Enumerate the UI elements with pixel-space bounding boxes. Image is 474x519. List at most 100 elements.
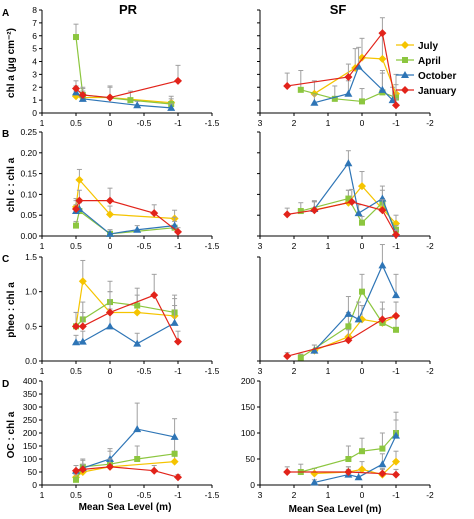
data-point (133, 225, 142, 233)
data-point (359, 219, 365, 226)
y-tick-label: 0 (32, 108, 37, 118)
series-april-d-pr (73, 437, 178, 483)
panel-a-sf: 3 2 1 0 -1 -2 (257, 9, 434, 128)
x-tick-label: -1.5 (205, 490, 220, 500)
legend-item-april: April (396, 56, 441, 67)
y-tick-label: 0.0 (25, 356, 37, 366)
legend: July April October January (396, 41, 457, 97)
y-tick-label: 0 (250, 480, 255, 490)
data-point (378, 85, 387, 93)
x-tick-label: 0.5 (70, 118, 82, 128)
x-tick-label: 2 (292, 490, 297, 500)
legend-item-october: October (396, 71, 456, 82)
data-point (78, 90, 87, 99)
x-tick-label: 1 (326, 118, 331, 128)
data-point (310, 98, 319, 106)
data-point (358, 465, 366, 474)
series-line (75, 453, 175, 481)
y-tick-label: 0.15 (20, 169, 37, 179)
data-point (354, 62, 363, 70)
x-axis-label-sf: Mean Sea Level (m) (289, 504, 382, 515)
legend-marker-january (401, 86, 409, 94)
x-tick-label: -2 (426, 241, 434, 251)
data-point (297, 354, 304, 361)
data-point (393, 326, 399, 333)
panel-d-pr: 0 50 100 150 200 250 300 350 400 1 0.5 0 -0.5 -1 -1.5 (23, 376, 220, 500)
y-tick-label: 6 (32, 31, 37, 41)
data-point (167, 103, 176, 111)
data-point (73, 476, 79, 483)
x-tick-label: -1 (392, 118, 400, 128)
series-line (75, 95, 172, 104)
data-point (354, 209, 363, 217)
panel-letter-d: D (2, 379, 9, 390)
y-tick-label: 0.20 (20, 148, 37, 158)
y-tick-label: 5 (32, 44, 37, 54)
panel-c-pr: 0.0 0.5 1.0 1.5 1 0.5 0 -0.5 -1 -1.5 (25, 252, 219, 376)
x-tick-label: -1 (174, 118, 182, 128)
x-tick-label: 0 (360, 366, 365, 376)
panel-letter-a: A (2, 8, 9, 19)
y-tick-label: 250 (23, 415, 37, 425)
data-point (358, 182, 366, 191)
y-tick-label: 4 (32, 57, 37, 67)
x-tick-label: 1 (326, 241, 331, 251)
y-tick-label: 50 (28, 467, 38, 477)
x-tick-label: 0 (108, 118, 113, 128)
data-point (133, 308, 142, 317)
column-title-pr: PR (119, 2, 138, 17)
data-point (170, 432, 179, 440)
series-january-a-sf (283, 17, 400, 110)
data-point (392, 470, 400, 479)
x-tick-label: 1 (40, 118, 45, 128)
data-point (388, 96, 397, 104)
y-tick-label: 8 (32, 5, 37, 15)
data-point (106, 462, 114, 471)
data-point (133, 339, 142, 347)
legend-label-january: January (418, 86, 457, 97)
y-axis-label-c: pheo : chl a (6, 282, 17, 338)
series-october-b-sf (310, 150, 400, 237)
data-point (106, 229, 114, 237)
data-point (150, 209, 159, 218)
data-point (170, 318, 179, 326)
x-tick-label: 1 (40, 366, 45, 376)
panel-letter-c: C (2, 254, 9, 265)
data-point (127, 97, 134, 104)
x-tick-label: 3 (258, 118, 263, 128)
series-line (287, 471, 397, 476)
x-tick-label: -0.5 (137, 366, 152, 376)
y-tick-label: 2 (32, 82, 37, 92)
data-point (310, 469, 319, 478)
data-point (392, 311, 400, 320)
y-tick-label: 150 (241, 402, 255, 412)
series-january-d-pr (72, 458, 182, 482)
data-point (170, 457, 179, 466)
data-point (72, 204, 80, 213)
panel-c-sf: 3 2 1 0 -1 -2 (257, 244, 434, 376)
y-tick-label: 7 (32, 18, 37, 28)
x-tick-label: -1 (174, 490, 182, 500)
series-january-b-sf (283, 188, 400, 239)
data-point (75, 196, 84, 205)
data-point (344, 89, 353, 97)
x-tick-label: 2 (292, 366, 297, 376)
legend-label-july: July (418, 41, 438, 52)
data-point (359, 448, 365, 455)
x-tick-label: -1 (392, 366, 400, 376)
series-line (75, 208, 175, 235)
x-tick-label: -0.5 (137, 241, 152, 251)
data-point (106, 308, 114, 317)
x-tick-label: -0.5 (137, 490, 152, 500)
series-january-c-pr (72, 273, 182, 346)
data-point (392, 431, 400, 439)
data-point (73, 34, 79, 41)
data-point (106, 322, 114, 330)
y-tick-label: 0.25 (20, 127, 37, 137)
data-point (72, 322, 80, 331)
data-point (359, 288, 365, 295)
y-tick-label: 400 (23, 376, 37, 386)
data-point (134, 456, 141, 462)
